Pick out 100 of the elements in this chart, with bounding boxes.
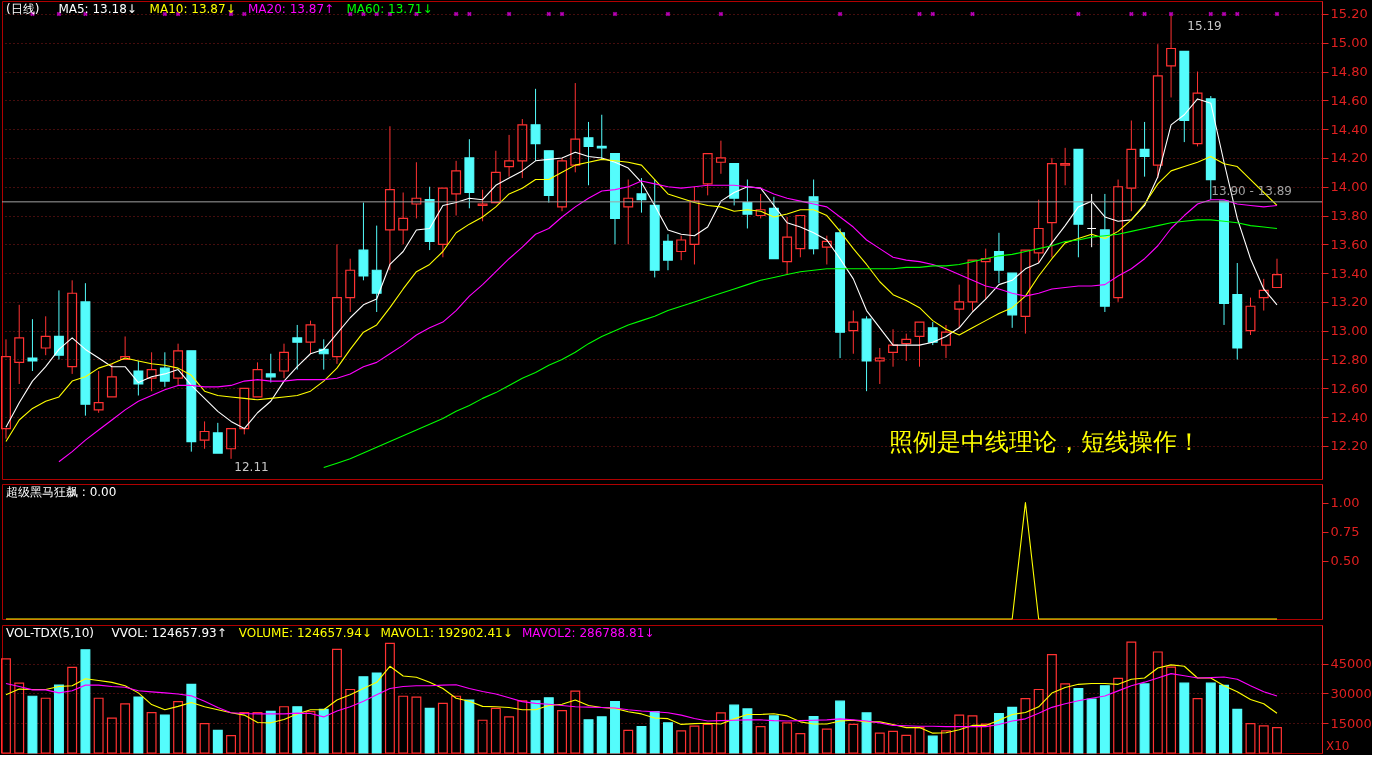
bar bbox=[1020, 698, 1031, 754]
candlestick bbox=[504, 134, 515, 178]
text: MA5: 13.18↓ bbox=[58, 2, 137, 16]
annotation: 15.19 bbox=[1187, 18, 1222, 33]
bar bbox=[1126, 641, 1137, 754]
bar bbox=[120, 703, 131, 754]
bar bbox=[636, 726, 647, 754]
bar bbox=[332, 648, 342, 754]
candlestick bbox=[398, 191, 409, 245]
bar bbox=[1179, 682, 1190, 754]
bar bbox=[848, 723, 859, 754]
bar bbox=[808, 716, 819, 754]
bar bbox=[477, 719, 488, 754]
bar bbox=[80, 649, 91, 754]
bar bbox=[941, 730, 951, 754]
candlestick bbox=[332, 243, 342, 365]
candlestick bbox=[1113, 179, 1124, 303]
bar bbox=[689, 725, 700, 754]
annotation: VVOL: 124657.93↑ bbox=[111, 626, 227, 640]
candlestick bbox=[437, 187, 448, 258]
text: MAVOL2: 286788.81↓ bbox=[522, 626, 655, 640]
candlestick bbox=[610, 153, 620, 245]
y-tick-label: 1.00 bbox=[1330, 495, 1360, 511]
y-tick-label: 0.75 bbox=[1330, 524, 1360, 540]
bar bbox=[424, 707, 435, 754]
bar bbox=[1245, 723, 1256, 754]
bar bbox=[1073, 688, 1084, 754]
bar bbox=[67, 666, 78, 754]
candlestick bbox=[120, 335, 131, 361]
bar bbox=[715, 712, 726, 754]
candlestick bbox=[583, 121, 594, 186]
candlestick bbox=[411, 161, 422, 219]
bar bbox=[106, 717, 117, 754]
y-tick-label: 30000 bbox=[1330, 685, 1372, 701]
bar bbox=[993, 713, 1004, 754]
y-tick-label: 14.80 bbox=[1330, 64, 1368, 80]
bar bbox=[795, 732, 806, 754]
candlestick bbox=[252, 361, 263, 398]
candlestick bbox=[914, 321, 925, 368]
y-tick-label: 15.20 bbox=[1330, 6, 1368, 22]
bar bbox=[755, 726, 766, 754]
candlestick bbox=[226, 428, 237, 460]
candlestick bbox=[1232, 262, 1243, 360]
candlestick bbox=[186, 350, 197, 453]
bar bbox=[146, 712, 157, 754]
text: MA10: 13.87↓ bbox=[149, 2, 236, 16]
candlestick bbox=[1020, 249, 1031, 335]
bar bbox=[292, 706, 303, 754]
bar bbox=[980, 723, 991, 754]
bar bbox=[954, 714, 965, 754]
line-series bbox=[323, 219, 1278, 469]
y-tick-label: 0.50 bbox=[1330, 553, 1360, 569]
y-tick-label: 14.40 bbox=[1330, 121, 1368, 137]
candlestick bbox=[557, 157, 568, 212]
bar bbox=[345, 688, 356, 754]
bar bbox=[1192, 698, 1203, 754]
bar bbox=[1258, 725, 1269, 754]
y-tick-label: 15000 bbox=[1330, 715, 1372, 731]
y-tick-label: 14.20 bbox=[1330, 150, 1368, 166]
bar bbox=[610, 701, 620, 754]
candlestick bbox=[80, 282, 91, 417]
bar bbox=[1232, 708, 1243, 754]
candlestick bbox=[993, 232, 1004, 284]
candlestick bbox=[530, 88, 541, 162]
candlestick bbox=[345, 258, 356, 313]
candlestick bbox=[874, 347, 885, 385]
bar bbox=[1046, 653, 1057, 754]
candlestick bbox=[941, 324, 951, 359]
bar bbox=[927, 735, 938, 754]
y-tick-label: 12.80 bbox=[1330, 352, 1368, 367]
candlestick bbox=[861, 315, 872, 392]
candlestick bbox=[1139, 121, 1150, 178]
y-tick-label: 13.00 bbox=[1330, 323, 1368, 339]
bar bbox=[662, 722, 673, 754]
chart-title: (日线) bbox=[6, 2, 40, 16]
bar bbox=[305, 711, 316, 754]
text: MA60: 13.71↓ bbox=[346, 2, 433, 16]
bar bbox=[173, 701, 184, 754]
candlestick bbox=[888, 328, 898, 368]
candlestick bbox=[67, 279, 78, 375]
bar bbox=[530, 700, 541, 754]
bar bbox=[570, 690, 581, 754]
bar bbox=[888, 730, 898, 754]
candlestick bbox=[954, 284, 965, 329]
bar bbox=[1152, 651, 1163, 754]
candlestick bbox=[768, 196, 779, 260]
bar bbox=[1139, 683, 1150, 754]
bar bbox=[874, 732, 885, 754]
candlestick bbox=[146, 351, 157, 392]
text: MA20: 13.87↑ bbox=[248, 2, 335, 16]
bar bbox=[835, 700, 846, 754]
y-tick-label: 13.60 bbox=[1330, 236, 1368, 252]
bar bbox=[384, 642, 395, 754]
y-tick-label: 14.00 bbox=[1330, 179, 1368, 195]
bar bbox=[226, 734, 237, 754]
bar bbox=[914, 727, 925, 754]
bar bbox=[1033, 688, 1044, 754]
y-tick-label: 13.40 bbox=[1330, 265, 1368, 281]
bar bbox=[279, 706, 289, 754]
candlestick bbox=[371, 225, 382, 313]
